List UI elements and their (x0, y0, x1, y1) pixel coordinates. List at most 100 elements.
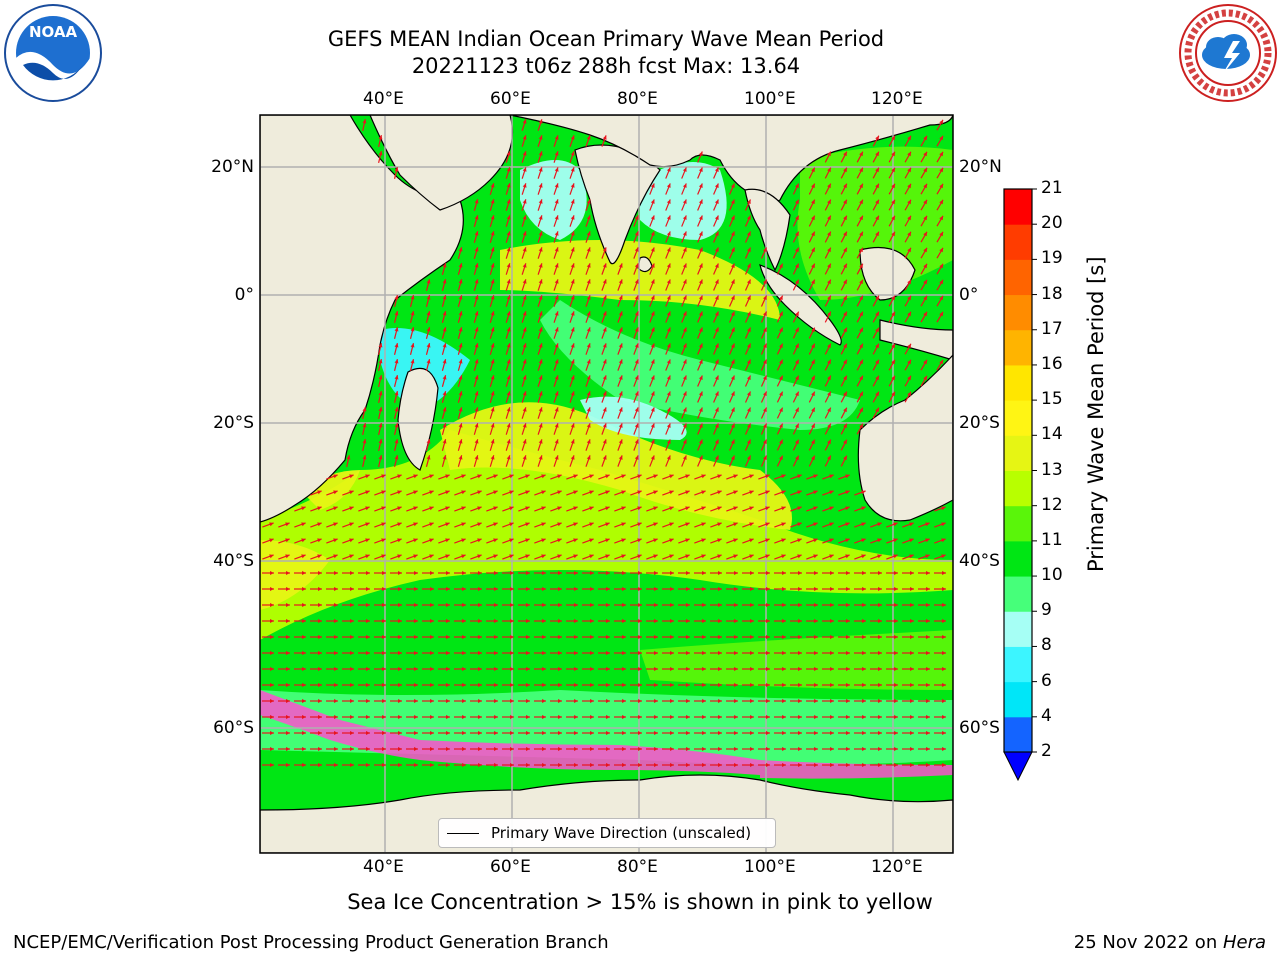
wave-arrow (760, 327, 768, 339)
wave-arrow (518, 731, 530, 735)
wave-arrow (358, 619, 370, 623)
wave-arrow (518, 651, 530, 655)
wave-arrow (470, 603, 482, 607)
wave-arrow (808, 183, 816, 195)
wave-arrow (806, 571, 818, 575)
wave-arrow (502, 763, 514, 767)
wave-arrow (521, 407, 527, 419)
wave-arrow (486, 683, 498, 687)
wave-arrow (694, 571, 706, 575)
wave-arrow (808, 215, 816, 227)
wave-arrow (537, 359, 543, 371)
wave-arrow (726, 747, 738, 751)
wave-arrow (358, 667, 370, 671)
wave-arrow (824, 183, 832, 195)
wave-arrow (278, 715, 290, 719)
wave-arrow (569, 327, 575, 339)
wave-arrow (790, 490, 802, 496)
wave-arrow (438, 554, 450, 560)
wave-arrow (774, 587, 786, 591)
wave-arrow (760, 343, 768, 355)
wave-arrow (681, 455, 687, 467)
wave-arrow (838, 506, 850, 512)
wave-arrow (454, 651, 466, 655)
wave-arrow (358, 747, 370, 751)
australia-land (857, 354, 953, 522)
wave-arrow (473, 391, 479, 403)
wave-arrow (378, 455, 383, 467)
wave-arrow (585, 455, 591, 467)
wave-arrow (918, 635, 930, 639)
wave-arrow (665, 455, 671, 467)
wave-arrow (694, 699, 706, 703)
wave-arrow (489, 215, 495, 227)
wave-arrow (585, 375, 591, 387)
wave-arrow (888, 391, 896, 403)
wave-arrow (713, 263, 719, 275)
wave-arrow (438, 651, 450, 655)
colorbar-tick-label: 15 (1041, 389, 1063, 410)
wave-arrow (486, 554, 498, 560)
wave-arrow (856, 151, 864, 163)
wave-arrow (649, 391, 655, 403)
wave-arrow (278, 651, 290, 655)
wave-arrow (856, 231, 864, 243)
wave-arrow (758, 763, 770, 767)
wave-arrow (550, 731, 562, 735)
wave-arrow (792, 407, 800, 419)
wave-arrow (630, 747, 642, 751)
lat-label-right: 0° (959, 285, 979, 305)
lon-label-top: 120°E (871, 89, 923, 109)
wave-arrow (473, 247, 479, 259)
wave-arrow (326, 683, 338, 687)
wave-arrow (470, 522, 482, 528)
wave-arrow (854, 538, 866, 544)
wave-arrow (598, 635, 610, 639)
wave-arrow (262, 538, 274, 544)
wave-arrow (454, 554, 466, 560)
wave-arrow (710, 522, 722, 528)
wave-arrow (422, 554, 434, 560)
wave-arrow (374, 651, 386, 655)
wave-arrow (774, 571, 786, 575)
wave-arrow (649, 327, 655, 339)
wave-arrow (550, 635, 562, 639)
wave-arrow (470, 667, 482, 671)
wave-arrow (681, 327, 687, 339)
map-layers (260, 115, 953, 853)
wave-arrow (713, 311, 719, 323)
wave-arrow (422, 763, 434, 767)
wave-arrow (294, 747, 306, 751)
wave-arrow (505, 407, 511, 419)
wave-arrow (310, 635, 322, 639)
wave-arrow (601, 311, 607, 323)
wave-arrow (601, 391, 607, 403)
wave-arrow (409, 311, 415, 323)
wave-arrow (489, 263, 495, 275)
wave-arrow (486, 490, 498, 496)
wave-arrow (934, 506, 946, 512)
wave-arrow (710, 538, 722, 544)
wave-arrow (438, 603, 450, 607)
wave-arrow (710, 490, 722, 496)
wave-arrow (726, 715, 738, 719)
wave-arrow (582, 683, 594, 687)
wave-arrow (630, 699, 642, 703)
wave-arrow (713, 199, 719, 211)
wave-arrow (646, 538, 658, 544)
wave-arrow (342, 683, 354, 687)
wave-arrow (390, 554, 402, 560)
wave-arrow (502, 699, 514, 703)
wave-arrow (553, 311, 559, 323)
wave-arrow (617, 391, 623, 403)
wave-arrow (422, 651, 434, 655)
wave-arrow (505, 167, 511, 179)
wave-arrow (457, 295, 463, 307)
wave-arrow (406, 522, 418, 528)
wave-arrow (521, 423, 527, 435)
wave-arrow (582, 506, 594, 512)
wave-arrow (710, 699, 722, 703)
wave-arrow (601, 359, 607, 371)
wave-arrow (902, 747, 914, 751)
wave-arrow (342, 731, 354, 735)
